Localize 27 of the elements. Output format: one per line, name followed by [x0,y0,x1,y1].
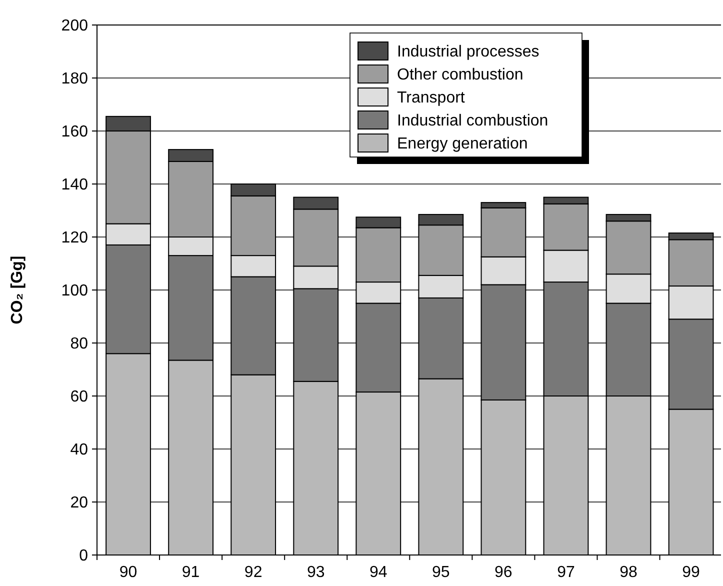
x-tick-label: 91 [182,564,200,581]
y-tick-label: 0 [79,548,88,565]
y-tick-label: 200 [61,18,88,35]
y-tick-label: 140 [61,176,88,194]
y-tick-label: 20 [70,494,88,512]
x-tick-label: 96 [494,564,512,581]
legend-label: Industrial combustion [397,112,548,130]
x-tick-label: 97 [557,564,575,581]
x-tick-label: 94 [369,564,388,581]
x-tick-label: 99 [682,564,700,581]
y-tick-label: 180 [61,70,88,88]
x-tick-label: 95 [432,564,450,581]
x-tick-label: 92 [244,564,262,581]
y-tick-label: 80 [70,336,88,353]
y-axis-title: CO₂ [Gg] [9,256,26,324]
x-tick-label: 90 [119,564,138,581]
legend-label: Other combustion [397,66,524,84]
legend-label: Energy generation [397,136,528,153]
y-tick-label: 120 [61,230,88,247]
x-tick-label: 93 [306,564,325,581]
y-tick-label: 60 [70,388,88,406]
x-tick-label: 98 [620,564,638,581]
y-tick-label: 40 [70,442,88,459]
legend-label: Industrial processes [397,44,540,61]
y-tick-label: 100 [61,282,88,300]
legend-label: Transport [397,90,466,107]
y-tick-label: 160 [61,124,88,141]
